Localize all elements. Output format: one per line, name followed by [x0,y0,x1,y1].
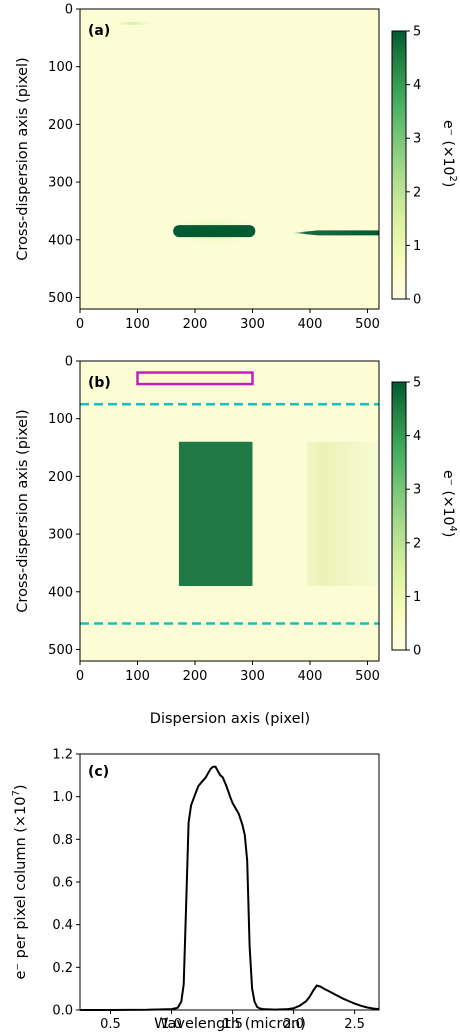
panel-b-colorbar-ticks: 0 1 2 3 4 5 [406,376,421,659]
panel-b-colorbar-tick-label: 5 [413,376,421,391]
panel-c-x-axis-title: Wavelength (micron) [154,1016,306,1032]
panel-b-x-tick-label: 0 [76,669,84,684]
panel-b-frame [79,360,380,662]
panel-c-x-tick-label: 1.5 [222,1017,243,1032]
panel-a-y-tick-label: 100 [48,60,73,75]
panel-a-colorbar-ticks: 0 1 2 3 4 5 [406,25,421,308]
bright-block [178,441,253,586]
panel-a-colorbar-title: e⁻ (×102) [440,120,458,187]
panel-a-y-axis-title: Cross-dispersion axis (pixel) [15,57,31,260]
panel-c-x-tick-label: 2.0 [283,1017,304,1032]
panel-a-y-ticks: 0 100 200 300 400 500 [48,3,80,306]
panel-a-x-tick-label: 300 [240,317,265,332]
panel-a-colorbar-tick-label: 5 [413,25,421,40]
panel-a-colorbar-tick-label: 3 [413,132,421,147]
panel-a-colorbar-tick-label: 4 [413,78,421,93]
panel-b-y-tick-label: 500 [48,643,73,658]
faint-streak [114,21,152,25]
panel-a-y-tick-label: 200 [48,118,73,133]
panel-b-colorbar-tick-label: 4 [413,429,421,444]
panel-b-colorbar-tick-label: 3 [413,483,421,498]
panel-a-colorbar-tick-label: 1 [413,239,421,254]
spectrum-trace-2 [292,230,379,236]
panel-a: 0 100 200 300 400 500 0 100 200 300 400 500 (a) Cr… [15,3,458,333]
panel-b-colorbar-tick-label: 1 [413,590,421,605]
panel-b-y-tick-label: 300 [48,528,73,543]
spectrum-trace-1 [173,225,256,238]
panel-c-y-tick-label: 0.0 [52,1004,73,1019]
panel-a-y-tick-label: 400 [48,233,73,248]
panel-b-y-ticks: 0 100 200 300 400 500 [48,355,80,658]
panel-b-colorbar-tick-label: 0 [413,644,421,659]
panel-b-features [80,371,379,625]
panel-b-colorbar [391,381,407,651]
panel-a-features [114,21,379,252]
panel-b-x-tick-label: 300 [240,669,265,684]
panel-b-x-tick-label: 400 [298,669,323,684]
panel-a-x-tick-label: 100 [125,317,150,332]
panel-a-colorbar-tick-label: 2 [413,185,421,200]
panel-b-x-tick-label: 500 [355,669,380,684]
panel-a-label: (a) [88,23,110,39]
panel-c-label: (c) [88,764,109,780]
panel-b-y-tick-label: 0 [65,355,73,370]
panel-b-x-tick-label: 200 [183,669,208,684]
panel-b-y-tick-label: 400 [48,585,73,600]
panel-a-background [80,9,379,309]
panel-c-y-tick-label: 0.6 [52,876,73,891]
panel-c-x-tick-label: 1.0 [161,1017,182,1032]
panel-a-x-ticks: 0 100 200 300 400 500 [76,309,380,332]
panel-a-y-tick-label: 500 [48,291,73,306]
panel-a-frame [79,8,380,310]
panel-a-y-tick-label: 300 [48,176,73,191]
panel-c-y-tick-label: 1.0 [52,790,73,805]
panel-c-x-tick-label: 2.5 [344,1017,365,1032]
panel-a-y-tick-label: 0 [65,3,73,18]
spectrum-curve [80,765,380,1011]
panel-c-y-tick-label: 0.4 [52,918,73,933]
panel-b-colorbar-title: e⁻ (×104) [440,470,458,537]
panel-c-x-ticks: 0.5 1.0 1.5 2.0 2.5 [100,1010,365,1032]
panel-c-y-tick-label: 0.2 [52,961,73,976]
panel-c-y-ticks: 0.0 0.2 0.4 0.6 0.8 1.0 1.2 [52,748,80,1019]
panel-c-y-axis-title: e⁻ per pixel column (×107) [11,784,29,979]
panel-a-x-tick-label: 400 [298,317,323,332]
panel-a-x-tick-label: 0 [76,317,84,332]
panel-a-x-tick-label: 500 [355,317,380,332]
panel-b: 0 100 200 300 400 500 0 100 200 300 400 500 (b) Cr… [15,355,458,728]
panel-b-y-tick-label: 200 [48,470,73,485]
panel-b-y-axis-title: Cross-dispersion axis (pixel) [15,409,31,612]
panel-c-x-tick-label: 0.5 [100,1017,121,1032]
panel-b-y-tick-label: 100 [48,412,73,427]
panel-b-x-axis-title: Dispersion axis (pixel) [150,711,310,727]
panel-c-y-tick-label: 0.8 [52,833,73,848]
panel-c-y-tick-label: 1.2 [52,748,73,763]
panel-b-colorbar-tick-label: 2 [413,536,421,551]
faint-block [307,441,379,586]
panel-a-colorbar [391,30,407,300]
panel-c: 0.5 1.0 1.5 2.0 2.5 0.0 0.2 0.4 0.6 0.8 1.0 1.2 (c… [11,748,380,1032]
panel-a-x-tick-label: 200 [183,317,208,332]
aperture-box [136,371,254,386]
panel-a-colorbar-tick-label: 0 [413,293,421,308]
panel-b-label: (b) [88,375,111,391]
panel-b-x-tick-label: 100 [125,669,150,684]
panel-b-x-ticks: 0 100 200 300 400 500 [76,661,380,684]
